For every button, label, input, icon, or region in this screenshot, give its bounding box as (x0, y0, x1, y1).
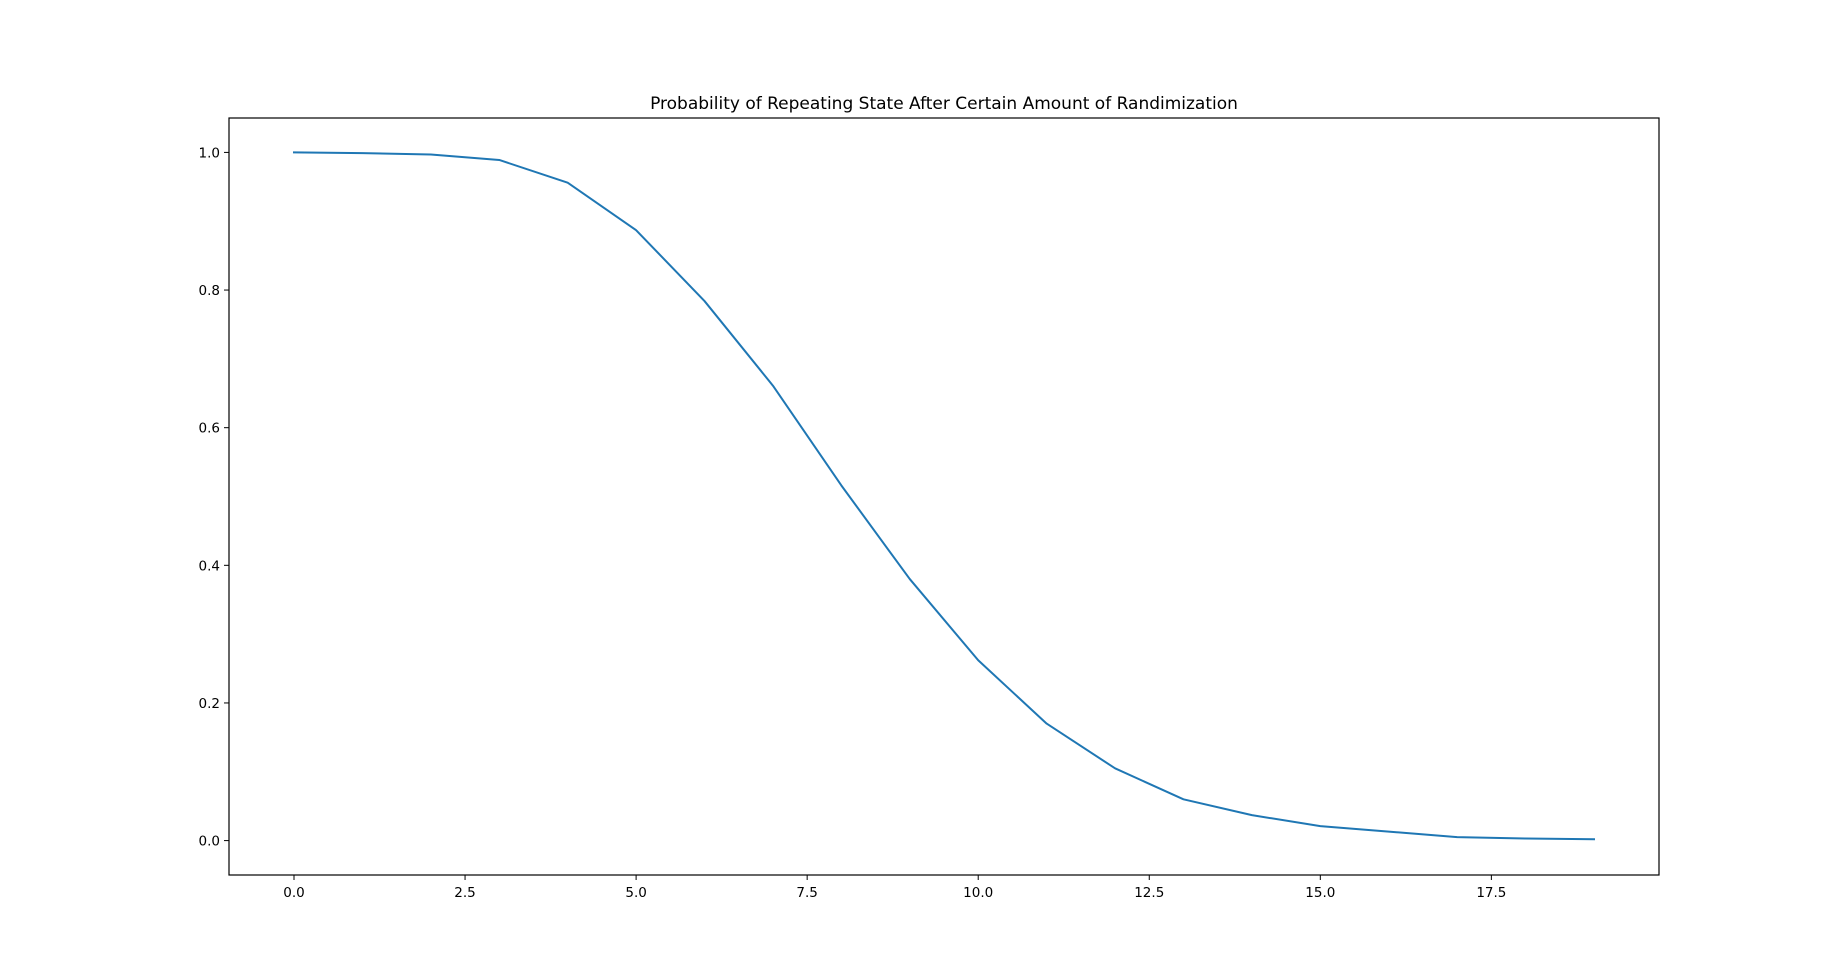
x-tick-label: 17.5 (1476, 885, 1506, 901)
y-tick-label: 0.4 (199, 558, 220, 574)
x-tick-label: 15.0 (1305, 885, 1335, 901)
y-tick-label: 0.6 (199, 421, 220, 437)
chart-title: Probability of Repeating State After Cer… (650, 94, 1238, 114)
y-tick-label: 0.2 (199, 696, 220, 712)
x-tick-label: 0.0 (283, 885, 304, 901)
y-tick-label: 0.8 (199, 283, 220, 299)
x-tick-label: 7.5 (796, 885, 817, 901)
plot-frame (228, 117, 1660, 876)
x-tick-label: 12.5 (1134, 885, 1164, 901)
y-tick-label: 1.0 (199, 145, 220, 161)
x-tick-label: 10.0 (963, 885, 993, 901)
series-line (292, 151, 1596, 841)
y-tick-label: 0.0 (199, 834, 220, 850)
x-tick-label: 2.5 (454, 885, 475, 901)
x-tick-label: 5.0 (625, 885, 646, 901)
